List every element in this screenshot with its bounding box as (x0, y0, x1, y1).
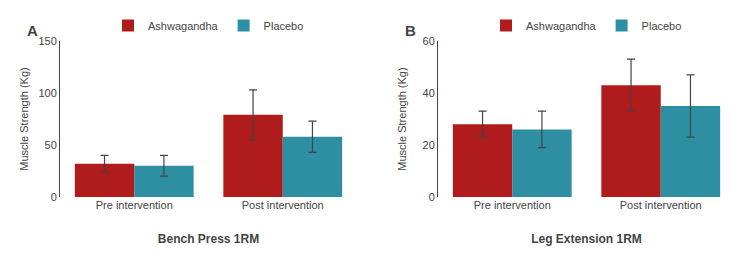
svg-text:60: 60 (423, 35, 435, 47)
svg-text:A: A (27, 22, 38, 39)
svg-text:Leg Extension 1RM: Leg Extension 1RM (531, 232, 642, 246)
svg-text:100: 100 (38, 87, 56, 99)
svg-text:Post intervention: Post intervention (620, 199, 702, 211)
svg-text:Placebo: Placebo (264, 20, 304, 32)
svg-text:Pre intervention: Pre intervention (96, 199, 173, 211)
svg-text:20: 20 (423, 139, 435, 151)
svg-text:50: 50 (45, 139, 57, 151)
svg-text:Ashwagandha: Ashwagandha (526, 20, 597, 32)
svg-text:Post intervention: Post intervention (242, 199, 324, 211)
svg-text:Ashwagandha: Ashwagandha (148, 20, 219, 32)
svg-text:B: B (405, 22, 416, 39)
svg-text:0: 0 (429, 191, 435, 203)
svg-text:40: 40 (423, 87, 435, 99)
svg-text:150: 150 (38, 35, 56, 47)
svg-text:Bench Press 1RM: Bench Press 1RM (158, 232, 259, 246)
svg-text:Pre intervention: Pre intervention (474, 199, 551, 211)
svg-text:Muscle Strength (Kg): Muscle Strength (Kg) (18, 67, 30, 170)
svg-text:Muscle Strength (Kg): Muscle Strength (Kg) (396, 67, 408, 170)
svg-text:0: 0 (51, 191, 57, 203)
svg-text:Placebo: Placebo (642, 20, 682, 32)
